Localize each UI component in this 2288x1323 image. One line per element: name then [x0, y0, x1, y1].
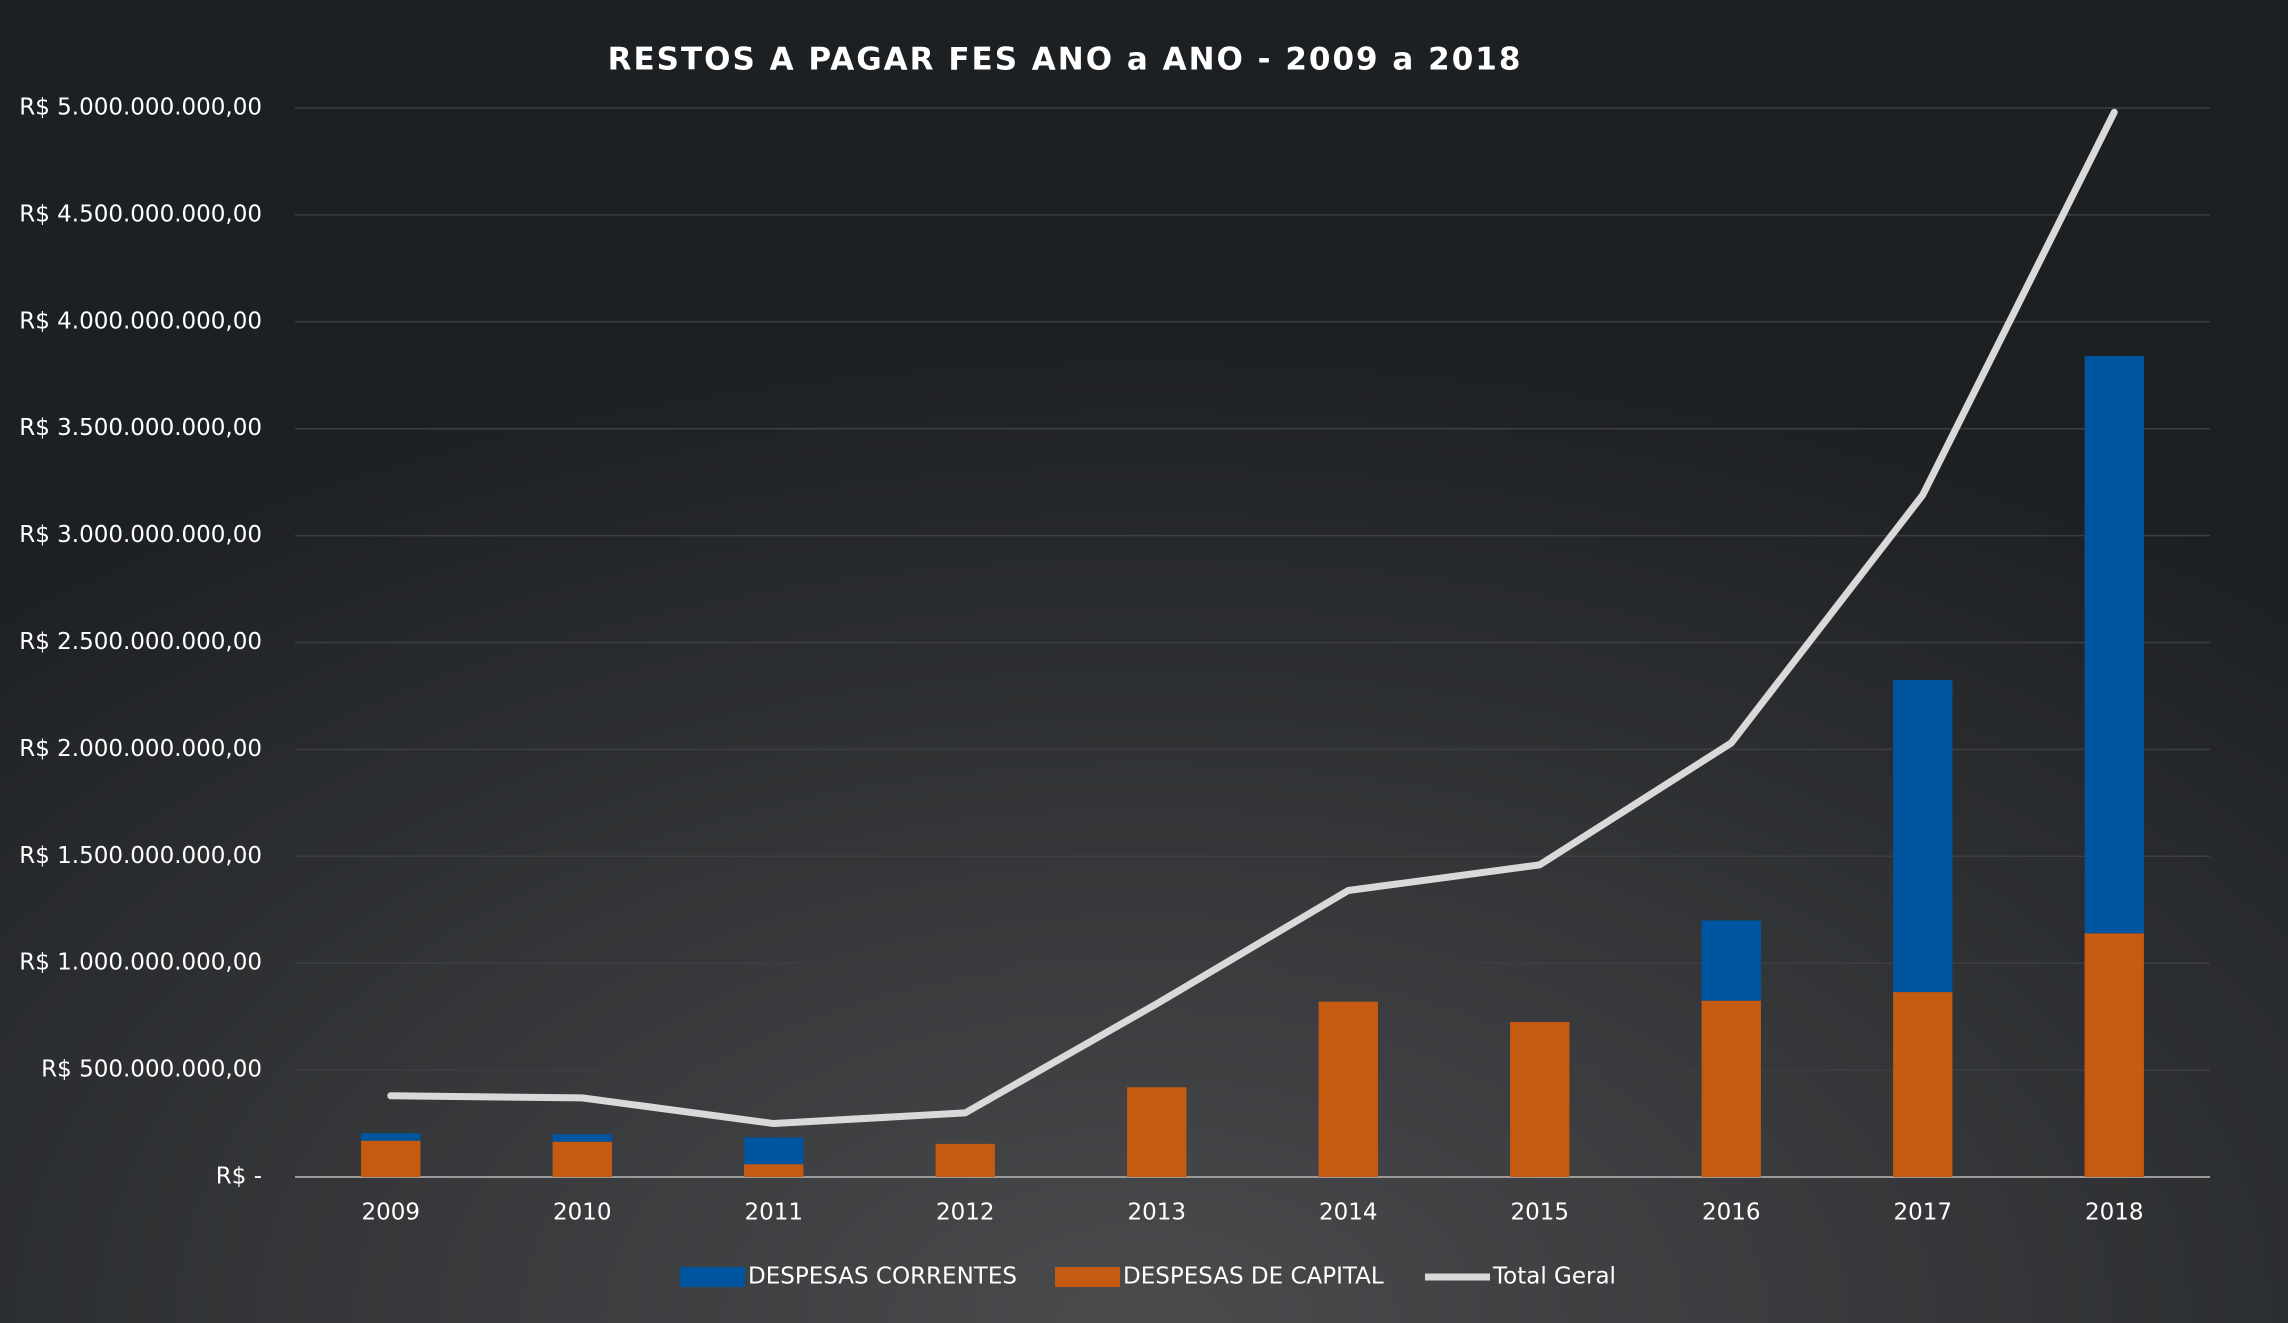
bar — [361, 1133, 421, 1141]
chart-title: RESTOS A PAGAR FES ANO a ANO - 2009 a 20… — [608, 42, 1523, 78]
y-tick-label: R$ 500.000.000,00 — [41, 1057, 262, 1083]
y-tick-label: R$ 4.500.000.000,00 — [19, 201, 262, 227]
x-tick-label: 2016 — [1702, 1200, 1761, 1226]
y-tick-label: R$ 2.000.000.000,00 — [19, 736, 262, 762]
bar — [2084, 356, 2144, 934]
x-tick-label: 2009 — [361, 1200, 420, 1226]
bar — [935, 1143, 995, 1177]
bar — [361, 1140, 421, 1177]
x-tick-label: 2012 — [936, 1200, 995, 1226]
bar — [1318, 1001, 1378, 1177]
bar — [1701, 920, 1761, 1001]
bar — [552, 1141, 612, 1177]
bar — [1127, 1087, 1187, 1177]
bar — [1701, 1000, 1761, 1177]
y-tick-label: R$ 1.500.000.000,00 — [19, 843, 262, 869]
legend-label: Total Geral — [1492, 1264, 1616, 1290]
y-tick-label: R$ - — [216, 1164, 262, 1190]
x-tick-label: 2015 — [1510, 1200, 1569, 1226]
bar — [744, 1137, 804, 1165]
bar — [1510, 1021, 1570, 1177]
y-tick-label: R$ 4.000.000.000,00 — [19, 308, 262, 334]
bar — [2084, 933, 2144, 1177]
legend-label: DESPESAS DE CAPITAL — [1123, 1264, 1384, 1290]
x-tick-label: 2011 — [744, 1200, 803, 1226]
x-tick-label: 2010 — [553, 1200, 612, 1226]
line — [387, 108, 2118, 1128]
bar — [744, 1164, 804, 1177]
legend-marker — [1055, 1267, 1120, 1287]
x-tick-label: 2014 — [1319, 1200, 1378, 1226]
x-tick-label: 2017 — [1893, 1200, 1952, 1226]
y-tick-label: R$ 3.000.000.000,00 — [19, 522, 262, 548]
bar — [552, 1134, 612, 1142]
y-tick-label: R$ 2.500.000.000,00 — [19, 629, 262, 655]
bar — [1893, 992, 1953, 1177]
legend-marker — [680, 1267, 745, 1287]
bar — [1893, 679, 1953, 993]
y-tick-label: R$ 3.500.000.000,00 — [19, 415, 262, 441]
x-tick-label: 2018 — [2085, 1200, 2144, 1226]
legend-label: DESPESAS CORRENTES — [748, 1264, 1017, 1290]
y-tick-label: R$ 1.000.000.000,00 — [19, 950, 262, 976]
y-tick-label: R$ 5.000.000.000,00 — [19, 95, 262, 121]
x-tick-label: 2013 — [1127, 1200, 1186, 1226]
